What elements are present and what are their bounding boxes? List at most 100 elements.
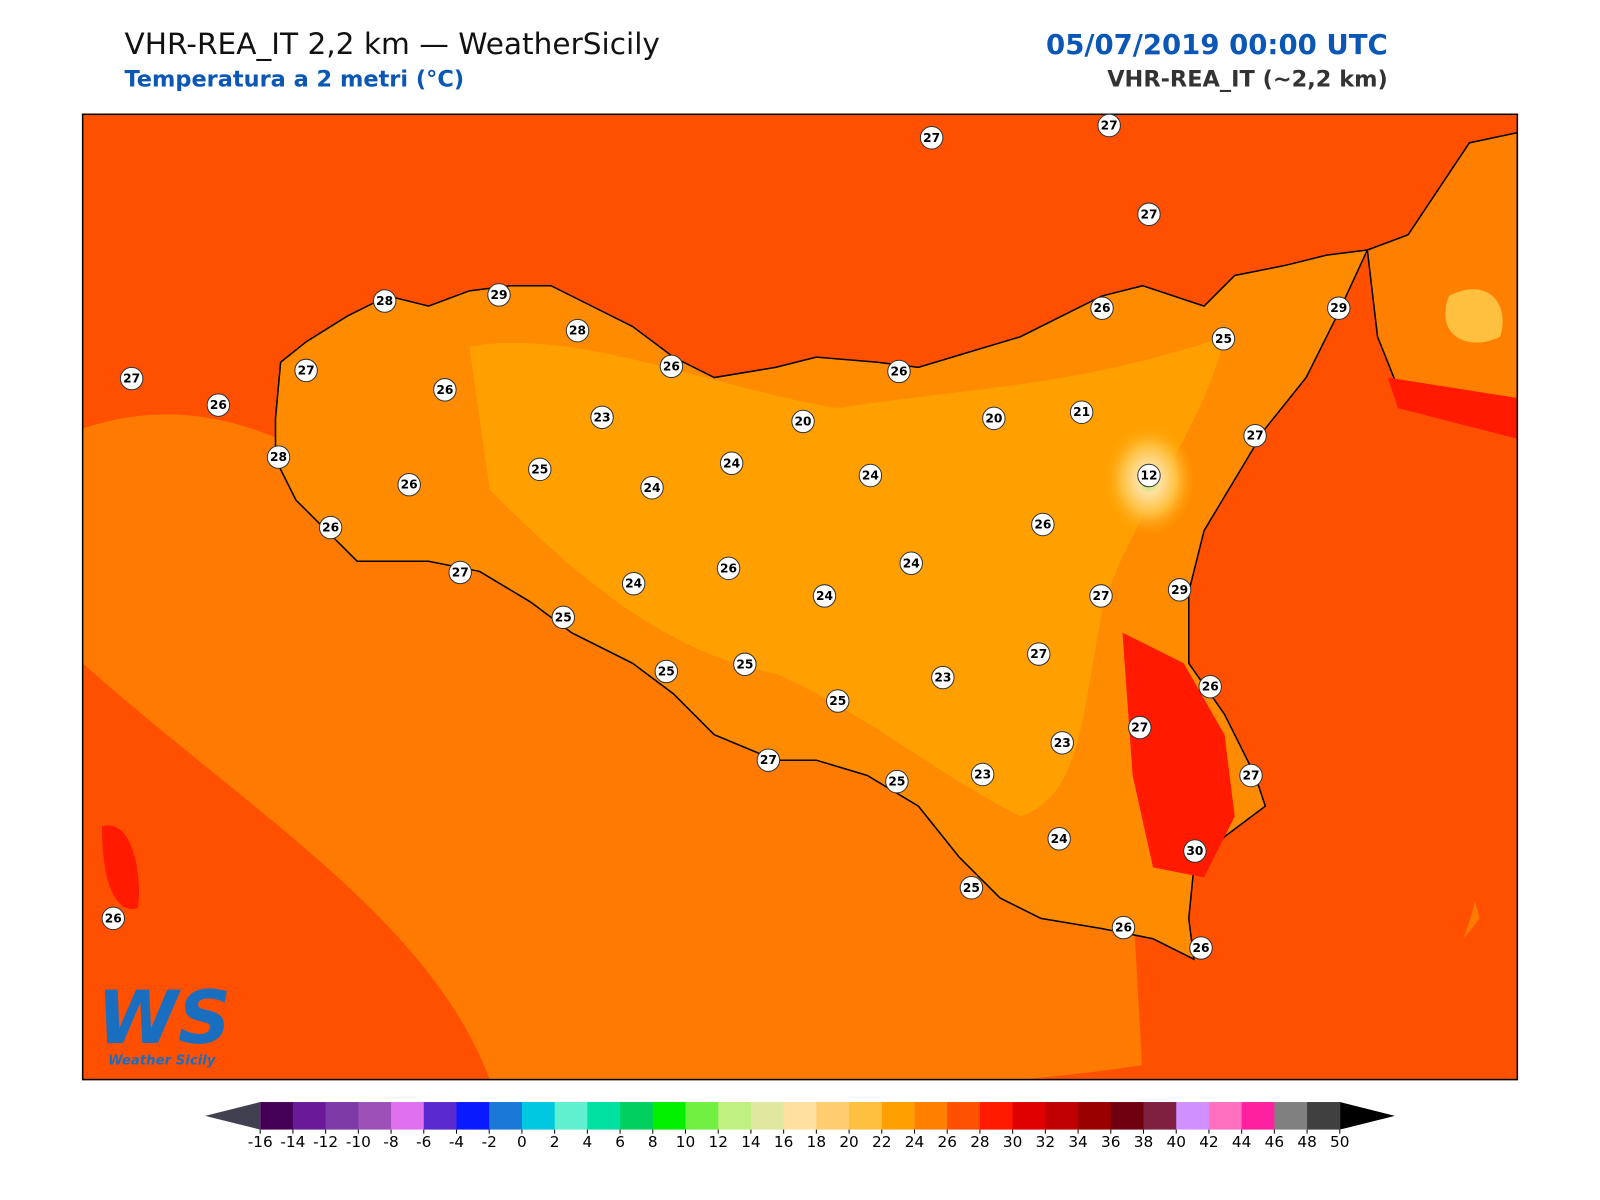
station-marker [487,283,511,307]
station-value: 28 [270,450,287,464]
station-value: 20 [985,411,1002,425]
station-value: 30 [1186,844,1203,858]
calabria-hot [1387,377,1518,439]
station-value: 27 [298,363,315,377]
colorbar-tick-label: -14 [280,1133,305,1151]
colorbar-bin [685,1102,719,1130]
colorbar-bin [587,1102,621,1130]
station-value: 26 [436,383,453,397]
station-value: 25 [531,462,548,476]
station-marker [1128,715,1152,740]
station-value: 24 [625,577,642,591]
colorbar-bin [358,1102,392,1130]
colorbar-tick-label: 30 [1003,1133,1022,1151]
colorbar-bin [1274,1102,1308,1130]
station-value: 25 [555,610,572,624]
station-value: 12 [1140,469,1157,483]
colorbar-bin [325,1102,359,1130]
station-marker [1239,763,1263,788]
pantelleria [102,825,140,910]
colorbar-tick-label: 50 [1330,1133,1349,1151]
station-value: 27 [1243,769,1260,783]
station-marker [1089,584,1113,608]
colorbar-bin [1241,1102,1275,1130]
map [82,114,1518,1080]
station-marker [1211,327,1236,351]
station-marker [1137,202,1161,227]
colorbar-bin [1045,1102,1079,1130]
station-value: 27 [1093,589,1110,603]
subtitle: Temperatura a 2 metri (°C) [124,67,464,93]
station-marker [858,463,883,488]
colorbar-tick-label: 14 [741,1133,760,1151]
calabria [1366,131,1518,430]
station-marker [919,126,944,150]
station-marker [372,289,397,313]
colorbar-bin [554,1102,588,1130]
station-value: 27 [1247,429,1264,443]
station-marker [959,876,984,900]
station-value: 25 [963,881,980,895]
colorbar-bin [816,1102,850,1130]
station-value: 29 [490,288,507,302]
warm-inland [469,336,1225,817]
station-value: 27 [1030,647,1047,661]
colorbar-bin [521,1102,556,1130]
logo-text: Weather Sicily [108,1053,217,1068]
station-marker [1243,423,1267,448]
title: VHR-REA_IT 2,2 km — WeatherSicily [124,27,659,61]
station-marker [885,769,909,794]
station-marker [654,659,679,684]
colorbar-tick-label: 44 [1232,1133,1251,1151]
colorbar-tick-label: 46 [1265,1133,1284,1151]
station-value: 20 [795,414,812,428]
station-marker [101,906,125,931]
colorbar-bin [620,1102,654,1130]
station-marker [266,445,291,469]
station-marker [640,476,664,500]
calabria-warm [1445,289,1503,343]
station-marker [590,405,614,430]
station-value: 21 [1073,405,1090,419]
station-marker [1198,675,1222,699]
station-value: 27 [1101,119,1118,133]
station-value: 25 [888,775,905,789]
station-marker [791,409,815,434]
station-marker [887,359,911,384]
colorbar-bin [947,1102,981,1130]
station-value: 24 [903,556,920,570]
colorbar-over [1339,1102,1395,1130]
colorbar-tick-label: 20 [839,1133,858,1151]
station-value: 26 [1202,680,1219,694]
colorbar-bin [1143,1102,1177,1130]
colorbar-bin [391,1102,425,1130]
colorbar-bin [652,1102,687,1130]
station-marker [1111,915,1136,940]
colorbar-under [205,1102,261,1130]
station-marker [659,354,684,379]
station-value: 26 [1115,921,1132,935]
colorbar: -16 -14 -12 -10 -8 -6 -4 -2 0 2 4 6 8 10 12 14 16 18 20 22 2… [205,1102,1395,1151]
station-value: 27 [452,565,469,579]
colorbar-bin [1012,1102,1046,1130]
station-value: 24 [723,456,740,470]
colorbar-tick-label: 26 [937,1133,956,1151]
colorbar-tick-label: 40 [1166,1133,1185,1151]
colorbar-tick-label: -6 [416,1133,431,1151]
station-marker [206,393,231,417]
station-marker [1090,296,1114,320]
colorbar-tick-label: 22 [872,1133,891,1151]
station-marker [812,584,837,608]
station-value: 26 [322,521,339,535]
colorbar-tick-label: 6 [615,1133,625,1151]
station-value: 25 [658,664,675,678]
model: VHR-REA_IT (~2,2 km) [1107,67,1388,93]
colorbar-bin [718,1102,752,1130]
station-value: 25 [736,657,753,671]
colorbar-tick-label: 36 [1101,1133,1120,1151]
station-value: 24 [644,481,661,495]
station-marker [1097,113,1121,138]
station-value: 25 [829,694,846,708]
station-marker [1183,839,1207,863]
colorbar-bin [881,1102,916,1130]
